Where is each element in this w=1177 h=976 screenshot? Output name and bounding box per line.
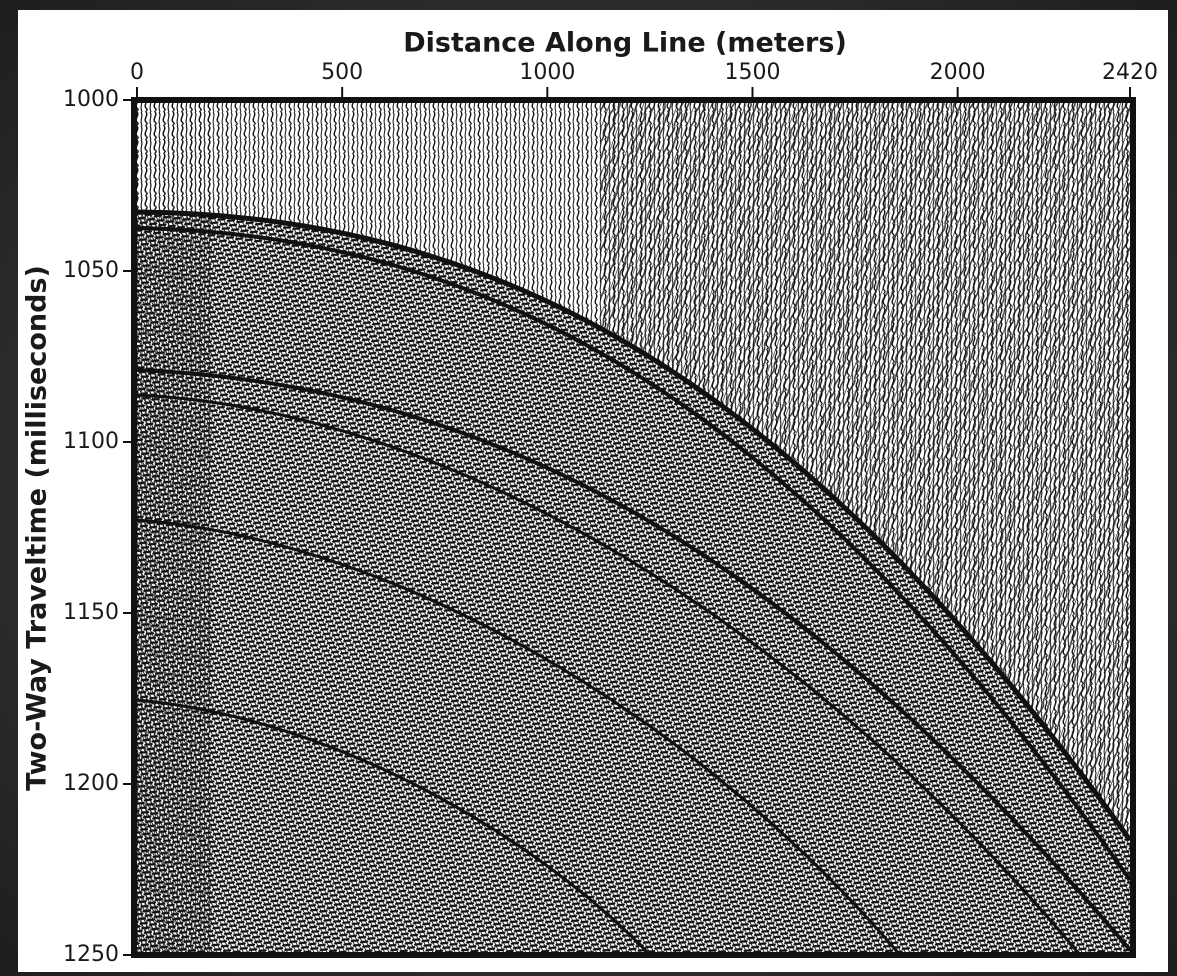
x-tick-label: 1500 [724, 60, 780, 85]
y-tick-label: 1150 [63, 600, 119, 625]
y-tick-label: 1100 [63, 429, 119, 454]
x-tick-label: 2420 [1102, 60, 1158, 85]
y-axis-title: Two-Way Traveltime (milliseconds) [22, 265, 53, 791]
x-tick-label: 2000 [930, 60, 986, 85]
y-tick-label: 1250 [63, 942, 119, 967]
y-tick-label: 1050 [63, 258, 119, 283]
seismic-traces [137, 100, 1130, 955]
y-tick-label: 1200 [63, 771, 119, 796]
x-tick-label: 1000 [519, 60, 575, 85]
x-tick-label: 500 [321, 60, 363, 85]
chart: Distance Along Line (meters) Two-Way Tra… [0, 0, 1177, 976]
y-tick-label: 1000 [63, 87, 119, 112]
x-axis-title: Distance Along Line (meters) [403, 28, 847, 59]
near-traces [137, 100, 212, 955]
x-tick-label: 0 [130, 60, 144, 85]
page: {"chart_data": {"type": "seismic", "xlab… [0, 0, 1177, 976]
